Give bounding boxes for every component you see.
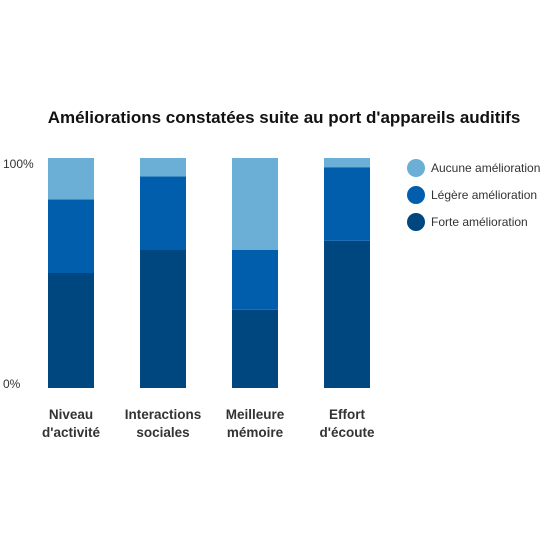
category-label: d'écoute xyxy=(320,425,375,440)
legend-label: Aucune amélioration xyxy=(431,161,540,175)
legend: Aucune amélioration Légère amélioration Fo… xyxy=(407,159,540,231)
legend-swatch xyxy=(407,213,425,231)
category-label: sociales xyxy=(136,425,189,440)
bar-segment xyxy=(48,199,94,273)
bar-segment xyxy=(140,250,186,388)
legend-swatch xyxy=(407,159,425,177)
y-tick-top: 100% xyxy=(3,157,34,171)
category-label: Meilleure xyxy=(226,407,285,422)
bar-segment xyxy=(324,158,370,168)
bar-segment xyxy=(232,250,278,310)
category-label: Effort xyxy=(329,407,365,422)
legend-label: Légère amélioration xyxy=(431,188,537,202)
bar-segment xyxy=(140,158,186,177)
bar-segment xyxy=(48,273,94,388)
bar-segment xyxy=(48,158,94,200)
category-label: Interactions xyxy=(125,407,202,422)
bar-segment xyxy=(140,176,186,250)
chart-title: Améliorations constatées suite au port d… xyxy=(48,108,521,127)
bar-segment xyxy=(324,167,370,241)
category-labels: Niveau d'activité Interactions sociales Meil… xyxy=(42,407,375,440)
bar-segment xyxy=(324,240,370,388)
legend-label: Forte amélioration xyxy=(431,215,528,229)
bar-segment xyxy=(232,309,278,388)
category-label: mémoire xyxy=(227,425,284,440)
category-label: Niveau xyxy=(49,407,93,422)
legend-swatch xyxy=(407,186,425,204)
bar-segment xyxy=(232,158,278,250)
category-label: d'activité xyxy=(42,425,100,440)
y-tick-bottom: 0% xyxy=(3,377,21,391)
bars-group xyxy=(48,158,370,388)
